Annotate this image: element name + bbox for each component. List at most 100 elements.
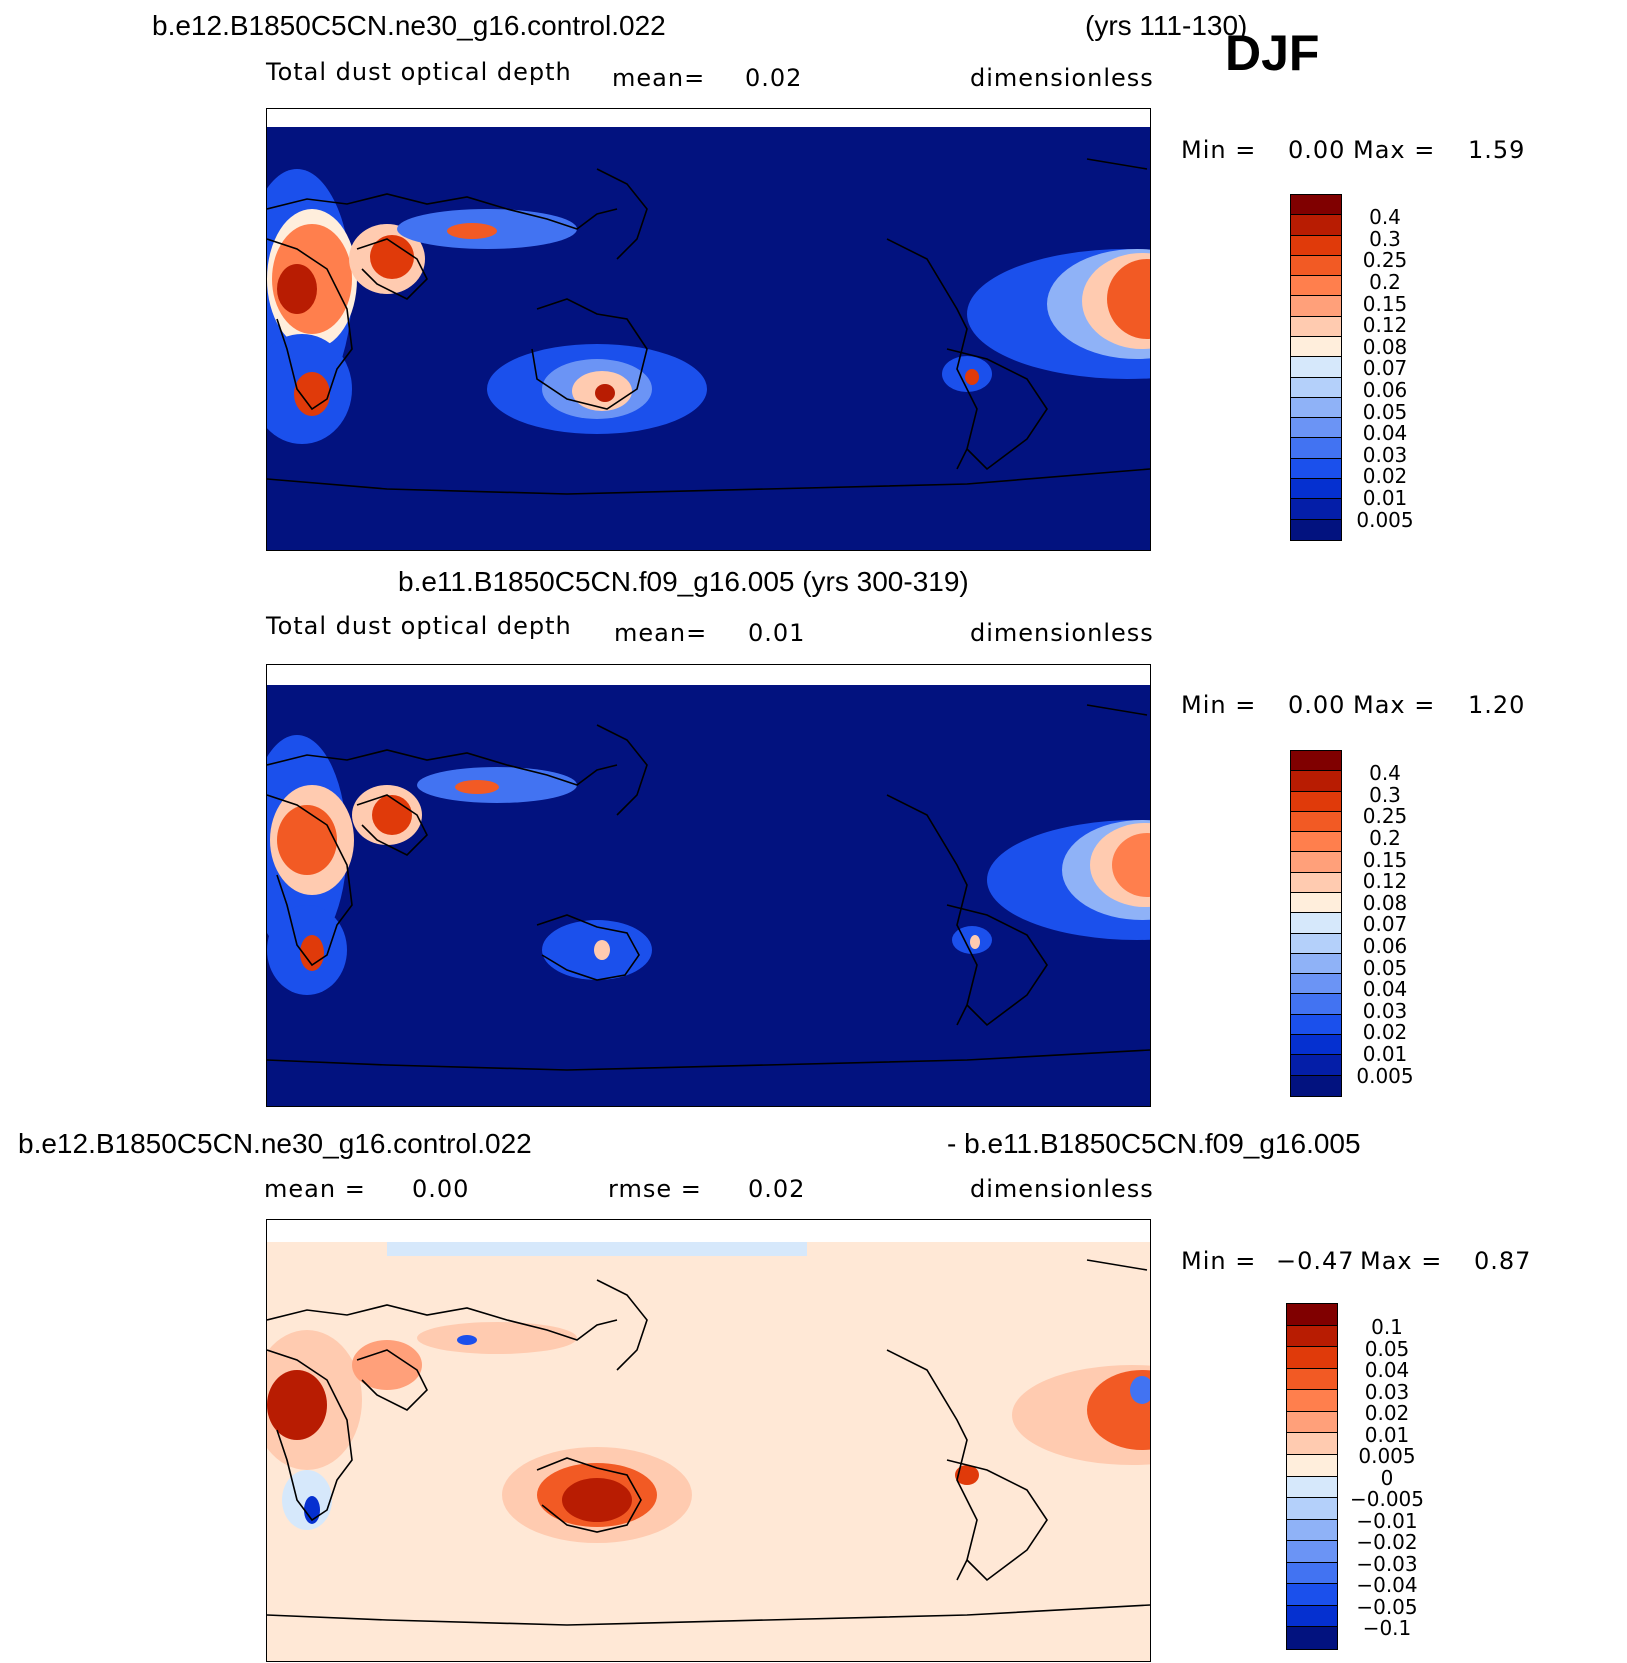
- colorbar-segment: [1291, 336, 1341, 358]
- panel3-mean-value: 0.00: [412, 1175, 470, 1203]
- colorbar-segment: [1287, 1476, 1337, 1499]
- panel3-title-left: b.e12.B1850C5CN.ne30_g16.control.022: [18, 1128, 532, 1159]
- panel1-colorbar: [1290, 194, 1342, 541]
- colorbar-label: −0.01: [1356, 1509, 1418, 1533]
- colorbar-label: 0.01: [1364, 1423, 1410, 1447]
- panel1-variable: Total dust optical depth: [266, 58, 572, 86]
- diff-field: [267, 1242, 1150, 1661]
- colorbar-segment: [1287, 1605, 1337, 1628]
- coastlines: [267, 158, 1150, 495]
- panel1-mean-label: mean=: [612, 64, 706, 92]
- panel1-title-left: b.e12.B1850C5CN.ne30_g16.control.022: [152, 10, 666, 41]
- colorbar-label: −0.02: [1356, 1530, 1418, 1554]
- colorbar-segment: [1291, 255, 1341, 277]
- colorbar-label: 0.02: [1364, 1401, 1410, 1425]
- colorbar-label: 0.02: [1362, 1020, 1408, 1044]
- colorbar-label: 0.07: [1362, 912, 1408, 936]
- colorbar-segment: [1287, 1541, 1337, 1563]
- colorbar-segment: [1291, 994, 1341, 1015]
- panel1-mean-value: 0.02: [745, 64, 803, 92]
- colorbar-segment: [1287, 1627, 1337, 1649]
- panel2-mean-value: 0.01: [748, 619, 806, 647]
- colorbar-label: −0.03: [1356, 1552, 1418, 1576]
- colorbar-segment: [1291, 458, 1341, 479]
- panel3-map: [266, 1219, 1151, 1662]
- coastlines: [267, 704, 1150, 1071]
- panel1-map: [266, 108, 1151, 551]
- panel2-title: b.e11.B1850C5CN.f09_g16.005 (yrs 300-319…: [398, 566, 969, 597]
- colorbar-segment: [1291, 811, 1341, 833]
- season-label: DJF: [1225, 25, 1320, 81]
- colorbar-label: 0.02: [1362, 464, 1408, 488]
- colorbar-label: 0.1: [1371, 1315, 1403, 1339]
- colorbar-segment: [1291, 438, 1341, 459]
- panel3-colorbar: [1286, 1303, 1338, 1650]
- colorbar-label: 0.3: [1369, 783, 1401, 807]
- panel3-units: dimensionless: [970, 1175, 1154, 1203]
- colorbar-segment: [1291, 872, 1341, 893]
- colorbar-label: 0.06: [1362, 378, 1408, 402]
- colorbar-label: 0.12: [1362, 869, 1408, 893]
- panel3-min-label: Min =: [1181, 1247, 1257, 1275]
- colorbar-label: −0.04: [1356, 1573, 1418, 1597]
- dust-plumes: [267, 169, 1150, 444]
- panel2-min-label: Min =: [1181, 691, 1257, 719]
- colorbar-label: 0.06: [1362, 934, 1408, 958]
- colorbar-segment: [1287, 1498, 1337, 1520]
- colorbar-label: 0: [1380, 1466, 1394, 1490]
- colorbar-segment: [1291, 913, 1341, 934]
- colorbar-label: 0.12: [1362, 313, 1408, 337]
- panel2-mean-label: mean=: [614, 619, 708, 647]
- panel1-max-value: 1.59: [1468, 136, 1526, 164]
- panel2-min-value: 0.00: [1288, 691, 1346, 719]
- panel3-rmse-label: rmse =: [608, 1175, 702, 1203]
- colorbar-segment: [1291, 235, 1341, 256]
- colorbar-segment: [1291, 296, 1341, 317]
- colorbar-segment: [1291, 377, 1341, 398]
- colorbar-label: 0.08: [1362, 891, 1408, 915]
- colorbar-segment: [1287, 1368, 1337, 1391]
- panel3-mean-label: mean =: [264, 1175, 366, 1203]
- panel3-max-value: 0.87: [1474, 1247, 1532, 1275]
- colorbar-label: 0.4: [1369, 205, 1401, 229]
- colorbar-segment: [1287, 1433, 1337, 1455]
- colorbar-segment: [1287, 1411, 1337, 1434]
- colorbar-segment: [1291, 751, 1341, 772]
- colorbar-label: 0.04: [1362, 977, 1408, 1001]
- colorbar-label: 0.01: [1362, 1042, 1408, 1066]
- panel1-max-label: Max =: [1353, 136, 1436, 164]
- colorbar-segment: [1287, 1304, 1337, 1326]
- coastlines: [267, 1259, 1150, 1626]
- colorbar-label: −0.05: [1356, 1595, 1418, 1619]
- colorbar-label: 0.03: [1362, 443, 1408, 467]
- colorbar-segment: [1291, 499, 1341, 520]
- panel1-min-value: 0.00: [1288, 136, 1346, 164]
- colorbar-label: 0.03: [1362, 999, 1408, 1023]
- colorbar-label: 0.01: [1362, 486, 1408, 510]
- colorbar-segment: [1291, 519, 1341, 540]
- colorbar-label: 0.3: [1369, 227, 1401, 251]
- colorbar-segment: [1291, 195, 1341, 216]
- colorbar-label: 0.05: [1362, 400, 1408, 424]
- colorbar-segment: [1291, 933, 1341, 954]
- colorbar-segment: [1291, 276, 1341, 297]
- colorbar-segment: [1291, 316, 1341, 337]
- colorbar-label: 0.25: [1362, 804, 1408, 828]
- panel1-units: dimensionless: [970, 64, 1154, 92]
- colorbar-segment: [1287, 1562, 1337, 1585]
- panel2-map: [266, 664, 1151, 1107]
- colorbar-label: 0.4: [1369, 761, 1401, 785]
- colorbar-label: 0.04: [1362, 421, 1408, 445]
- colorbar-label: 0.005: [1356, 508, 1414, 532]
- colorbar-label: 0.005: [1356, 1064, 1414, 1088]
- colorbar-segment: [1287, 1390, 1337, 1412]
- panel3-title-right: - b.e11.B1850C5CN.f09_g16.005: [947, 1128, 1361, 1159]
- colorbar-label: 0.03: [1364, 1380, 1410, 1404]
- colorbar-segment: [1291, 1014, 1341, 1035]
- colorbar-label: 0.08: [1362, 335, 1408, 359]
- colorbar-segment: [1291, 953, 1341, 975]
- panel3-min-value: −0.47: [1276, 1247, 1355, 1275]
- colorbar-segment: [1291, 1055, 1341, 1076]
- colorbar-label: 0.15: [1362, 848, 1408, 872]
- colorbar-segment: [1291, 357, 1341, 378]
